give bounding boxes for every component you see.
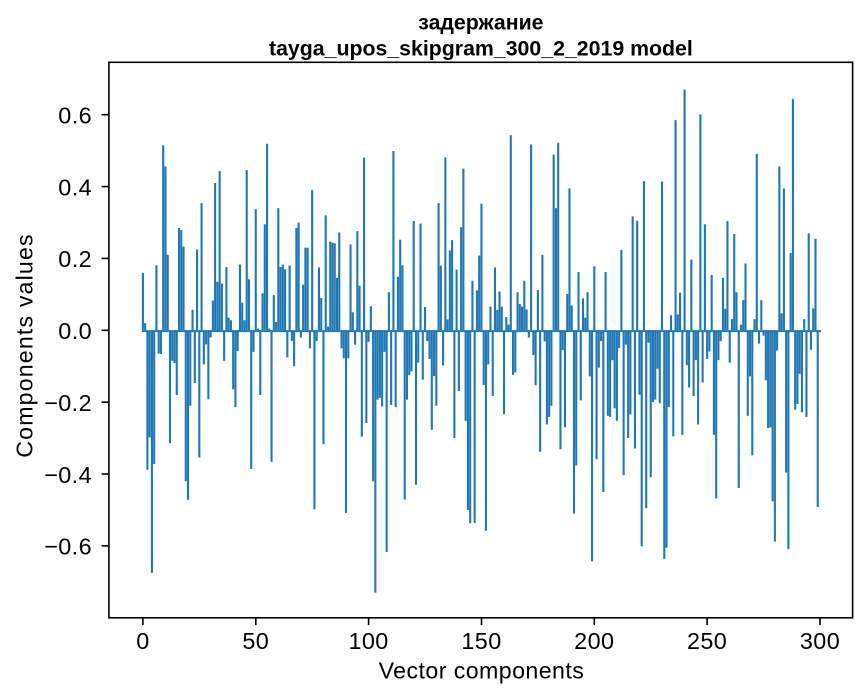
svg-text:150: 150 <box>461 628 501 654</box>
svg-text:250: 250 <box>687 628 727 654</box>
svg-text:Components values: Components values <box>12 233 38 458</box>
svg-text:0: 0 <box>136 628 149 654</box>
svg-text:0.4: 0.4 <box>58 174 92 200</box>
svg-text:100: 100 <box>348 628 388 654</box>
svg-text:−0.6: −0.6 <box>44 534 92 560</box>
svg-text:0.2: 0.2 <box>58 246 92 272</box>
svg-text:−0.4: −0.4 <box>44 462 92 488</box>
svg-text:задержание: задержание <box>418 11 543 35</box>
svg-text:0.6: 0.6 <box>58 103 92 129</box>
svg-text:−0.2: −0.2 <box>44 390 92 416</box>
svg-text:300: 300 <box>800 628 840 654</box>
svg-text:0.0: 0.0 <box>58 318 92 344</box>
svg-text:50: 50 <box>242 628 269 654</box>
svg-text:200: 200 <box>574 628 614 654</box>
svg-text:Vector components: Vector components <box>379 658 585 684</box>
svg-text:tayga_upos_skipgram_300_2_2019: tayga_upos_skipgram_300_2_2019 model <box>269 36 693 60</box>
